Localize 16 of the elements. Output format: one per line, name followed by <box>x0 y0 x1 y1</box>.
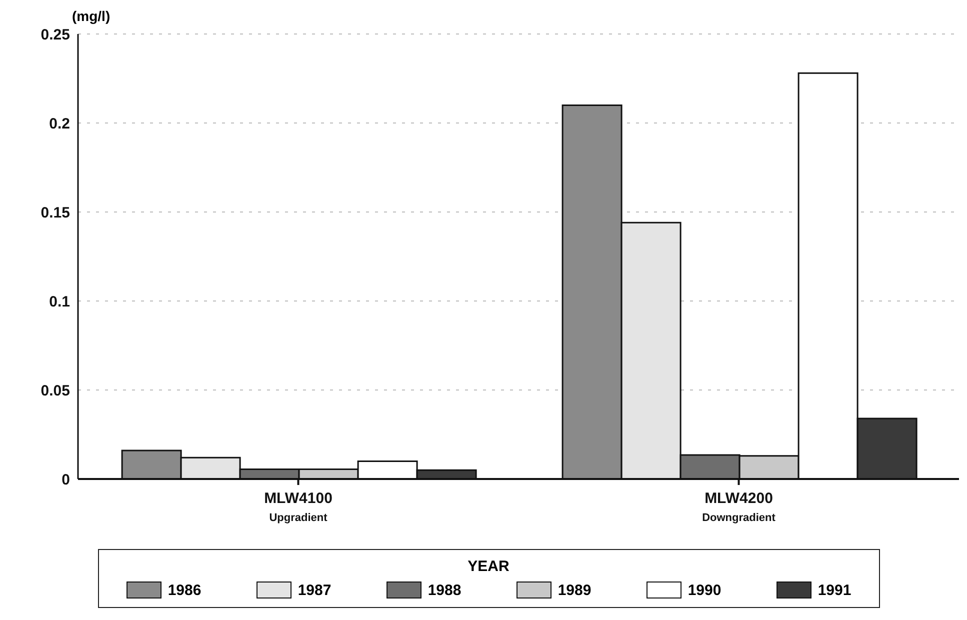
y-tick-label: 0.15 <box>40 204 70 222</box>
legend-label: 1988 <box>426 581 462 599</box>
y-tick-label: 0.05 <box>40 382 70 400</box>
x-tick-label: MLW4200 Downgradient <box>702 490 776 524</box>
y-axis-title: (mg/l) <box>72 8 110 24</box>
y-tick-label: 0.25 <box>40 26 70 44</box>
legend-label: 1989 <box>556 581 592 599</box>
y-tick-label: 0.1 <box>49 293 70 310</box>
legend-label: 1986 <box>166 581 202 599</box>
legend-title: YEAR <box>466 558 510 575</box>
legend-label: 1991 <box>816 581 852 599</box>
x-tick-label: MLW4100 Upgradient <box>264 490 332 524</box>
y-tick-label: 0.2 <box>49 115 70 132</box>
y-tick-label: 0 <box>62 471 70 488</box>
legend-label: 1990 <box>686 581 722 599</box>
legend-label: 1987 <box>296 581 332 599</box>
